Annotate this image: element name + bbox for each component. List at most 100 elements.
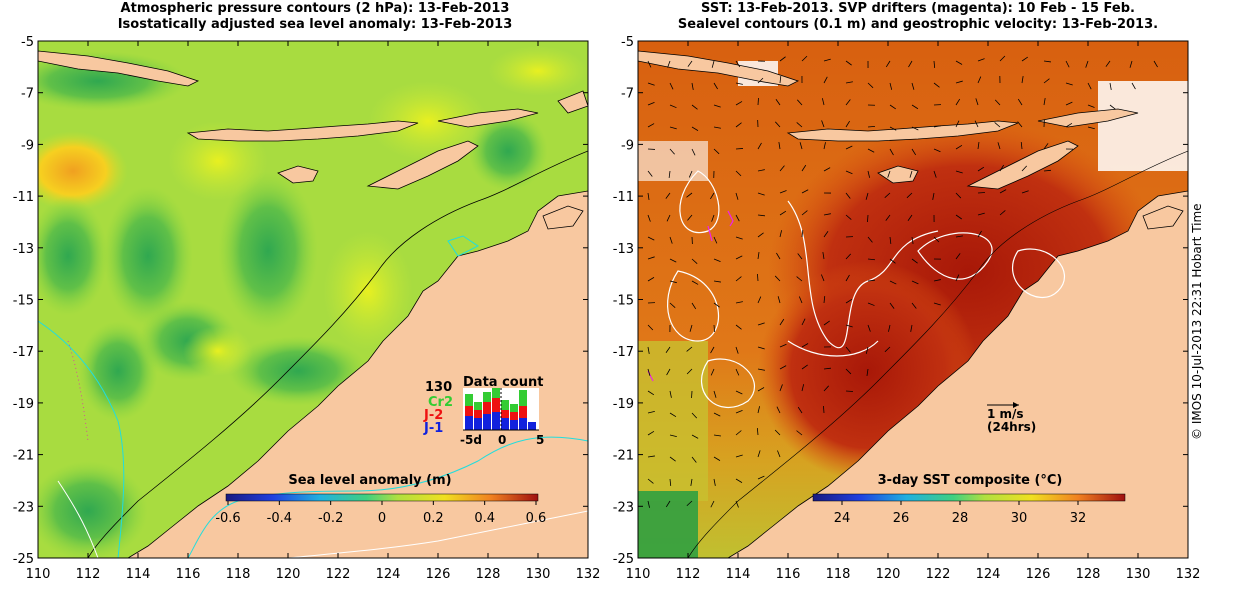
colorbar-tick-label: 0 (378, 511, 386, 526)
velocity-arrow (1043, 143, 1049, 150)
velocity-arrow (735, 454, 743, 458)
cyan-contour (187, 436, 588, 558)
velocity-arrow (1043, 169, 1052, 172)
mission-j2-label: J-2 (424, 408, 444, 423)
velocity-arrow (866, 368, 869, 376)
velocity-arrow (735, 410, 743, 414)
velocity-arrow (801, 230, 804, 238)
white-contour (287, 510, 588, 558)
sealevel-contour (701, 358, 755, 408)
velocity-arrow (845, 81, 853, 84)
x-tick-label: 116 (776, 567, 801, 582)
colorbar-tick-label: -0.4 (267, 511, 292, 526)
cyan-contour (38, 320, 125, 558)
velocity-arrow (999, 189, 1007, 194)
velocity-arrow (669, 390, 672, 398)
x-tick-label: 116 (176, 567, 201, 582)
credit-text: © IMOS 10-Jul-2013 22:31 Hobart Time (1190, 203, 1204, 440)
velocity-arrow (867, 125, 876, 128)
velocity-arrow (955, 274, 960, 282)
histogram-bar (474, 418, 482, 430)
velocity-arrow (1043, 98, 1046, 106)
sealevel-contour (917, 232, 993, 280)
velocity-arrow (757, 346, 765, 350)
sst-cool-region (638, 341, 708, 501)
velocity-key-arrow (987, 402, 1019, 408)
velocity-arrow (779, 230, 783, 238)
velocity-arrow (669, 478, 672, 487)
velocity-arrow (710, 368, 715, 376)
cloud-gap (638, 141, 708, 181)
velocity-arrow (686, 368, 693, 375)
x-tick-label: 130 (1126, 567, 1151, 582)
velocity-arrow (889, 302, 895, 309)
velocity-arrow (796, 276, 803, 282)
x-tick-label: 112 (676, 567, 701, 582)
velocity-arrow (797, 99, 803, 106)
y-tick-label: -17 (13, 345, 34, 360)
pressure-contour (687, 150, 1188, 558)
velocity-arrow (911, 302, 917, 309)
velocity-arrow (977, 76, 982, 84)
x-tick-label: 128 (476, 567, 501, 582)
velocity-arrow (933, 279, 941, 282)
velocity-arrow (933, 302, 941, 306)
sla-low-anomaly (228, 336, 368, 406)
velocity-arrow (845, 214, 852, 220)
velocity-arrow (887, 170, 891, 178)
velocity-arrow (691, 302, 697, 310)
velocity-arrow (757, 296, 762, 304)
velocity-arrow (647, 82, 655, 86)
velocity-arrow (1109, 104, 1116, 110)
velocity-arrow (906, 192, 913, 199)
velocity-arrow (757, 77, 764, 84)
velocity-arrow (801, 189, 809, 194)
left-map (38, 41, 588, 558)
velocity-arrow (797, 406, 803, 414)
histogram-bar (528, 422, 536, 430)
velocity-arrow (845, 368, 852, 375)
velocity-arrow (713, 280, 721, 283)
velocity-arrow (757, 387, 765, 392)
sumba-island (277, 165, 319, 184)
mission-cr2-label: Cr2 (428, 395, 453, 410)
colorbar-tick-label: 0.2 (423, 511, 444, 526)
right-title-line1: SST: 13-Feb-2013. SVP drifters (magenta)… (701, 1, 1135, 16)
sla-low-anomaly (103, 186, 193, 326)
x-tick-label: 120 (876, 567, 901, 582)
y-tick-label: -13 (613, 242, 634, 257)
velocity-arrow (777, 296, 781, 304)
australia-land (727, 190, 1188, 558)
velocity-arrow (889, 258, 896, 264)
sla-positive-anomaly (183, 326, 253, 376)
velocity-arrow (823, 142, 826, 150)
velocity-arrow (713, 456, 721, 461)
velocity-arrow (955, 144, 963, 150)
velocity-arrow (691, 148, 696, 156)
velocity-arrow (823, 320, 830, 326)
velocity-arrow (801, 318, 806, 326)
velocity-arrow (647, 101, 655, 106)
right-map-svg (638, 41, 1188, 558)
left-title: Atmospheric pressure contours (2 hPa): 1… (40, 1, 590, 33)
velocity-arrow (647, 500, 650, 508)
velocity-arrow (801, 55, 808, 62)
velocity-arrow (801, 364, 808, 370)
velocity-arrow (889, 126, 897, 131)
velocity-arrow (845, 274, 850, 282)
colorbar-tick-label: 28 (952, 511, 969, 526)
velocity-arrow (885, 60, 891, 68)
y-tick-label: -19 (613, 397, 634, 412)
velocity-arrow (911, 104, 919, 110)
left-axes: -5 -7 -9 -11 -13 -15 -17 -19 -21 -23 -25 110 112 114… (13, 35, 600, 582)
velocity-arrow (669, 280, 677, 284)
velocity-arrow (974, 120, 979, 128)
velocity-arrow (666, 214, 671, 222)
y-tick-label: -21 (613, 449, 634, 464)
data-count-histogram: -5d 0 5 (460, 388, 544, 447)
velocity-arrow (823, 76, 828, 84)
velocity-arrow (779, 75, 782, 84)
velocity-arrow (665, 500, 671, 508)
right-y-axis: -5 -7 -9 -11 -13 -15 -17 -19 -21 -23 -25 (613, 35, 1188, 567)
velocity-arrow (713, 82, 718, 90)
